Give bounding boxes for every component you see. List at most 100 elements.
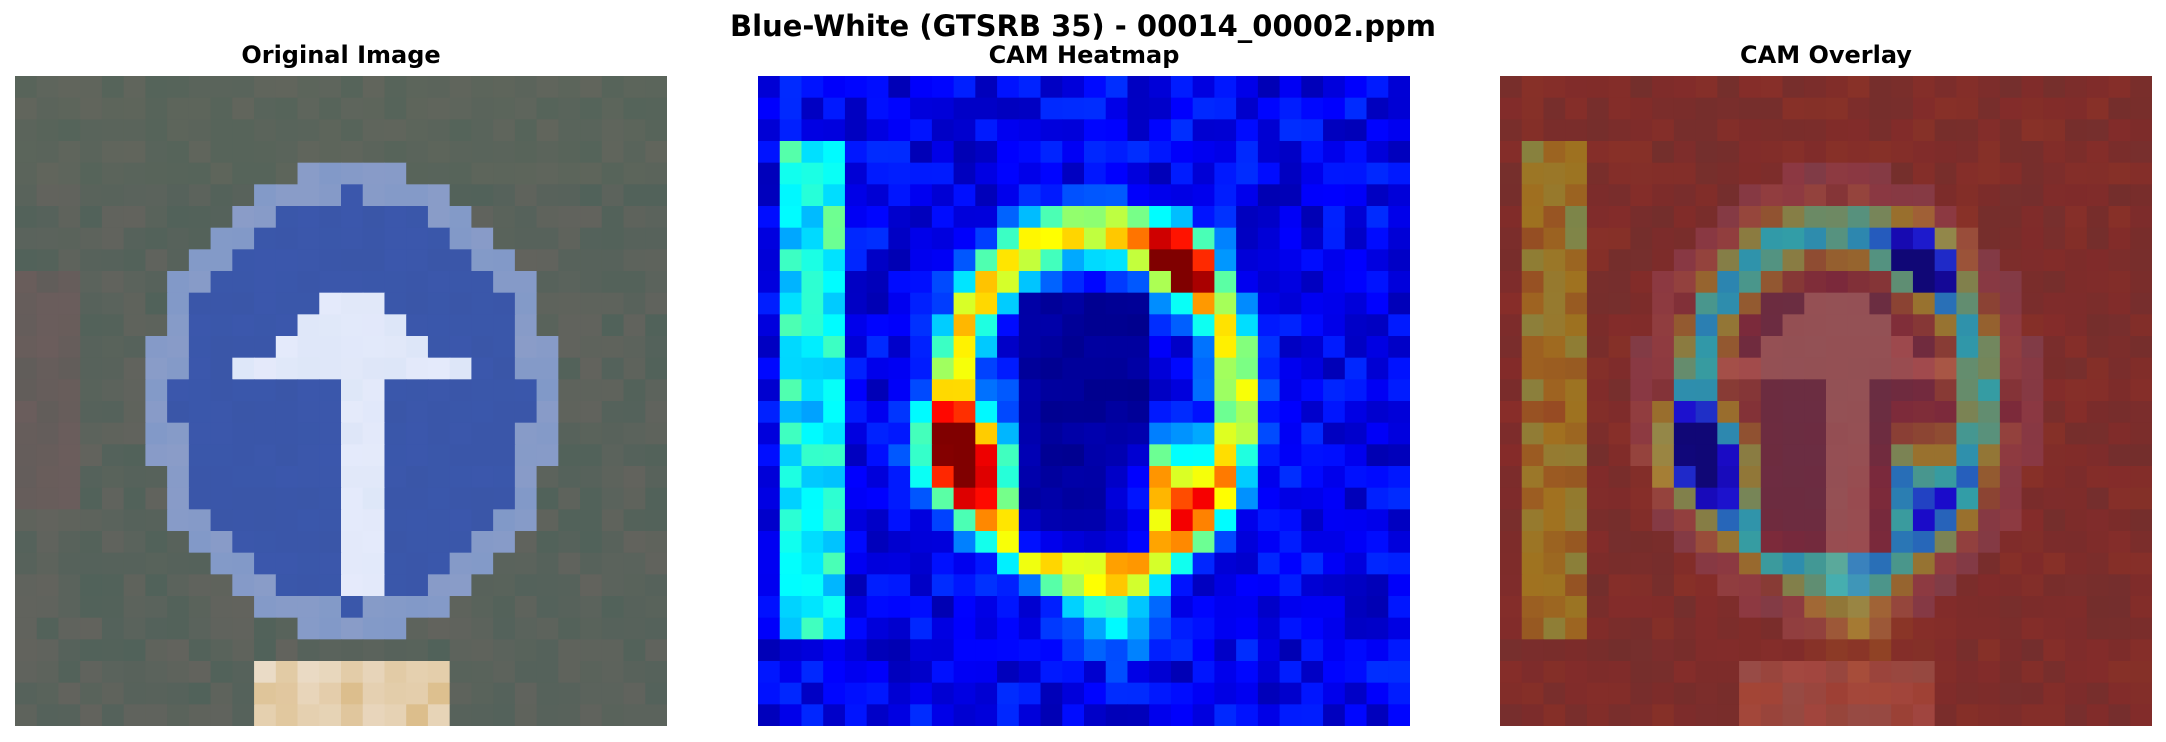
original-pixel [601, 617, 625, 640]
heatmap-pixel [1062, 444, 1085, 467]
heatmap-pixel [758, 509, 781, 532]
original-pixel [145, 314, 168, 337]
overlay-pixel [1652, 596, 1675, 619]
overlay-pixel [1608, 487, 1631, 510]
original-pixel [601, 552, 625, 575]
heatmap-pixel [1149, 271, 1172, 294]
heatmap-pixel [866, 422, 889, 445]
overlay-pixel [1934, 227, 1957, 250]
overlay-pixel [1804, 574, 1827, 597]
original-pixel [514, 531, 538, 554]
heatmap-pixel [1192, 552, 1215, 575]
original-pixel [362, 141, 386, 164]
overlay-pixel [2065, 466, 2088, 489]
original-pixel [145, 422, 168, 445]
overlay-pixel [1912, 119, 1936, 142]
overlay-pixel [2108, 422, 2131, 445]
overlay-pixel [1978, 574, 2001, 597]
overlay-pixel [1586, 596, 1610, 619]
overlay-pixel [1586, 552, 1610, 575]
heatmap-pixel [1366, 617, 1389, 640]
heatmap-pixel [1170, 227, 1194, 250]
overlay-pixel [1912, 314, 1936, 337]
original-pixel [167, 379, 190, 402]
overlay-pixel [1521, 292, 1545, 315]
heatmap-pixel [779, 639, 803, 662]
original-pixel [210, 444, 233, 467]
overlay-pixel [1652, 76, 1675, 99]
heatmap-pixel [997, 119, 1020, 142]
overlay-pixel [2065, 271, 2088, 294]
heatmap-pixel [1214, 97, 1237, 120]
original-pixel [514, 574, 538, 597]
original-pixel [188, 162, 212, 185]
original-pixel [427, 682, 451, 705]
heatmap-pixel [953, 379, 976, 402]
heatmap-pixel [1236, 249, 1259, 272]
original-pixel [362, 487, 386, 510]
overlay-pixel [1804, 466, 1827, 489]
heatmap-pixel [1323, 617, 1346, 640]
heatmap-pixel [910, 401, 933, 424]
overlay-pixel [1760, 617, 1784, 640]
heatmap-pixel [801, 682, 824, 705]
heatmap-pixel [758, 617, 781, 640]
heatmap-pixel [1105, 271, 1129, 294]
heatmap-pixel [1344, 682, 1368, 705]
overlay-pixel [1978, 487, 2001, 510]
heatmap-pixel [1040, 141, 1063, 164]
original-pixel [514, 97, 538, 120]
heatmap-pixel [910, 206, 933, 229]
original-pixel [319, 206, 342, 229]
overlay-pixel [2130, 682, 2152, 705]
overlay-pixel [1826, 141, 1849, 164]
heatmap-pixel [1257, 76, 1281, 99]
heatmap-pixel [1214, 119, 1237, 142]
original-pixel [514, 487, 538, 510]
heatmap-pixel [1127, 596, 1150, 619]
heatmap-pixel [801, 661, 824, 684]
heatmap-pixel [1149, 639, 1172, 662]
overlay-pixel [1869, 162, 1892, 185]
overlay-pixel [1565, 552, 1588, 575]
original-pixel [123, 682, 146, 705]
heatmap-pixel [1170, 617, 1194, 640]
overlay-pixel [1673, 531, 1697, 554]
original-pixel [471, 184, 494, 207]
heatmap-pixel [1301, 444, 1324, 467]
heatmap-pixel [1149, 76, 1172, 99]
original-pixel [123, 336, 146, 359]
original-pixel [536, 596, 559, 619]
heatmap-pixel [1214, 292, 1237, 315]
overlay-pixel [1521, 596, 1545, 619]
heatmap-pixel [1018, 379, 1042, 402]
original-pixel [341, 97, 364, 120]
heatmap-pixel [1127, 704, 1150, 726]
heatmap-pixel [779, 682, 803, 705]
heatmap-pixel [1192, 704, 1215, 726]
heatmap-pixel [1105, 422, 1129, 445]
overlay-pixel [1717, 76, 1740, 99]
original-pixel [427, 184, 451, 207]
heatmap-pixel [1214, 422, 1237, 445]
heatmap-pixel [758, 574, 781, 597]
original-pixel [601, 596, 625, 619]
original-pixel [406, 249, 429, 272]
overlay-pixel [2043, 574, 2066, 597]
heatmap-pixel [1279, 162, 1302, 185]
heatmap-pixel [758, 379, 781, 402]
original-pixel [275, 531, 299, 554]
overlay-pixel [1695, 596, 1718, 619]
original-pixel [254, 617, 277, 640]
original-pixel [471, 639, 494, 662]
overlay-pixel [2065, 184, 2088, 207]
original-pixel [101, 206, 125, 229]
heatmap-pixel [1127, 617, 1150, 640]
heatmap-pixel [1170, 531, 1194, 554]
original-pixel [645, 704, 667, 726]
overlay-pixel [1782, 596, 1805, 619]
heatmap-pixel [1366, 357, 1389, 380]
overlay-pixel [2130, 97, 2152, 120]
original-pixel [210, 292, 233, 315]
original-pixel [623, 206, 646, 229]
